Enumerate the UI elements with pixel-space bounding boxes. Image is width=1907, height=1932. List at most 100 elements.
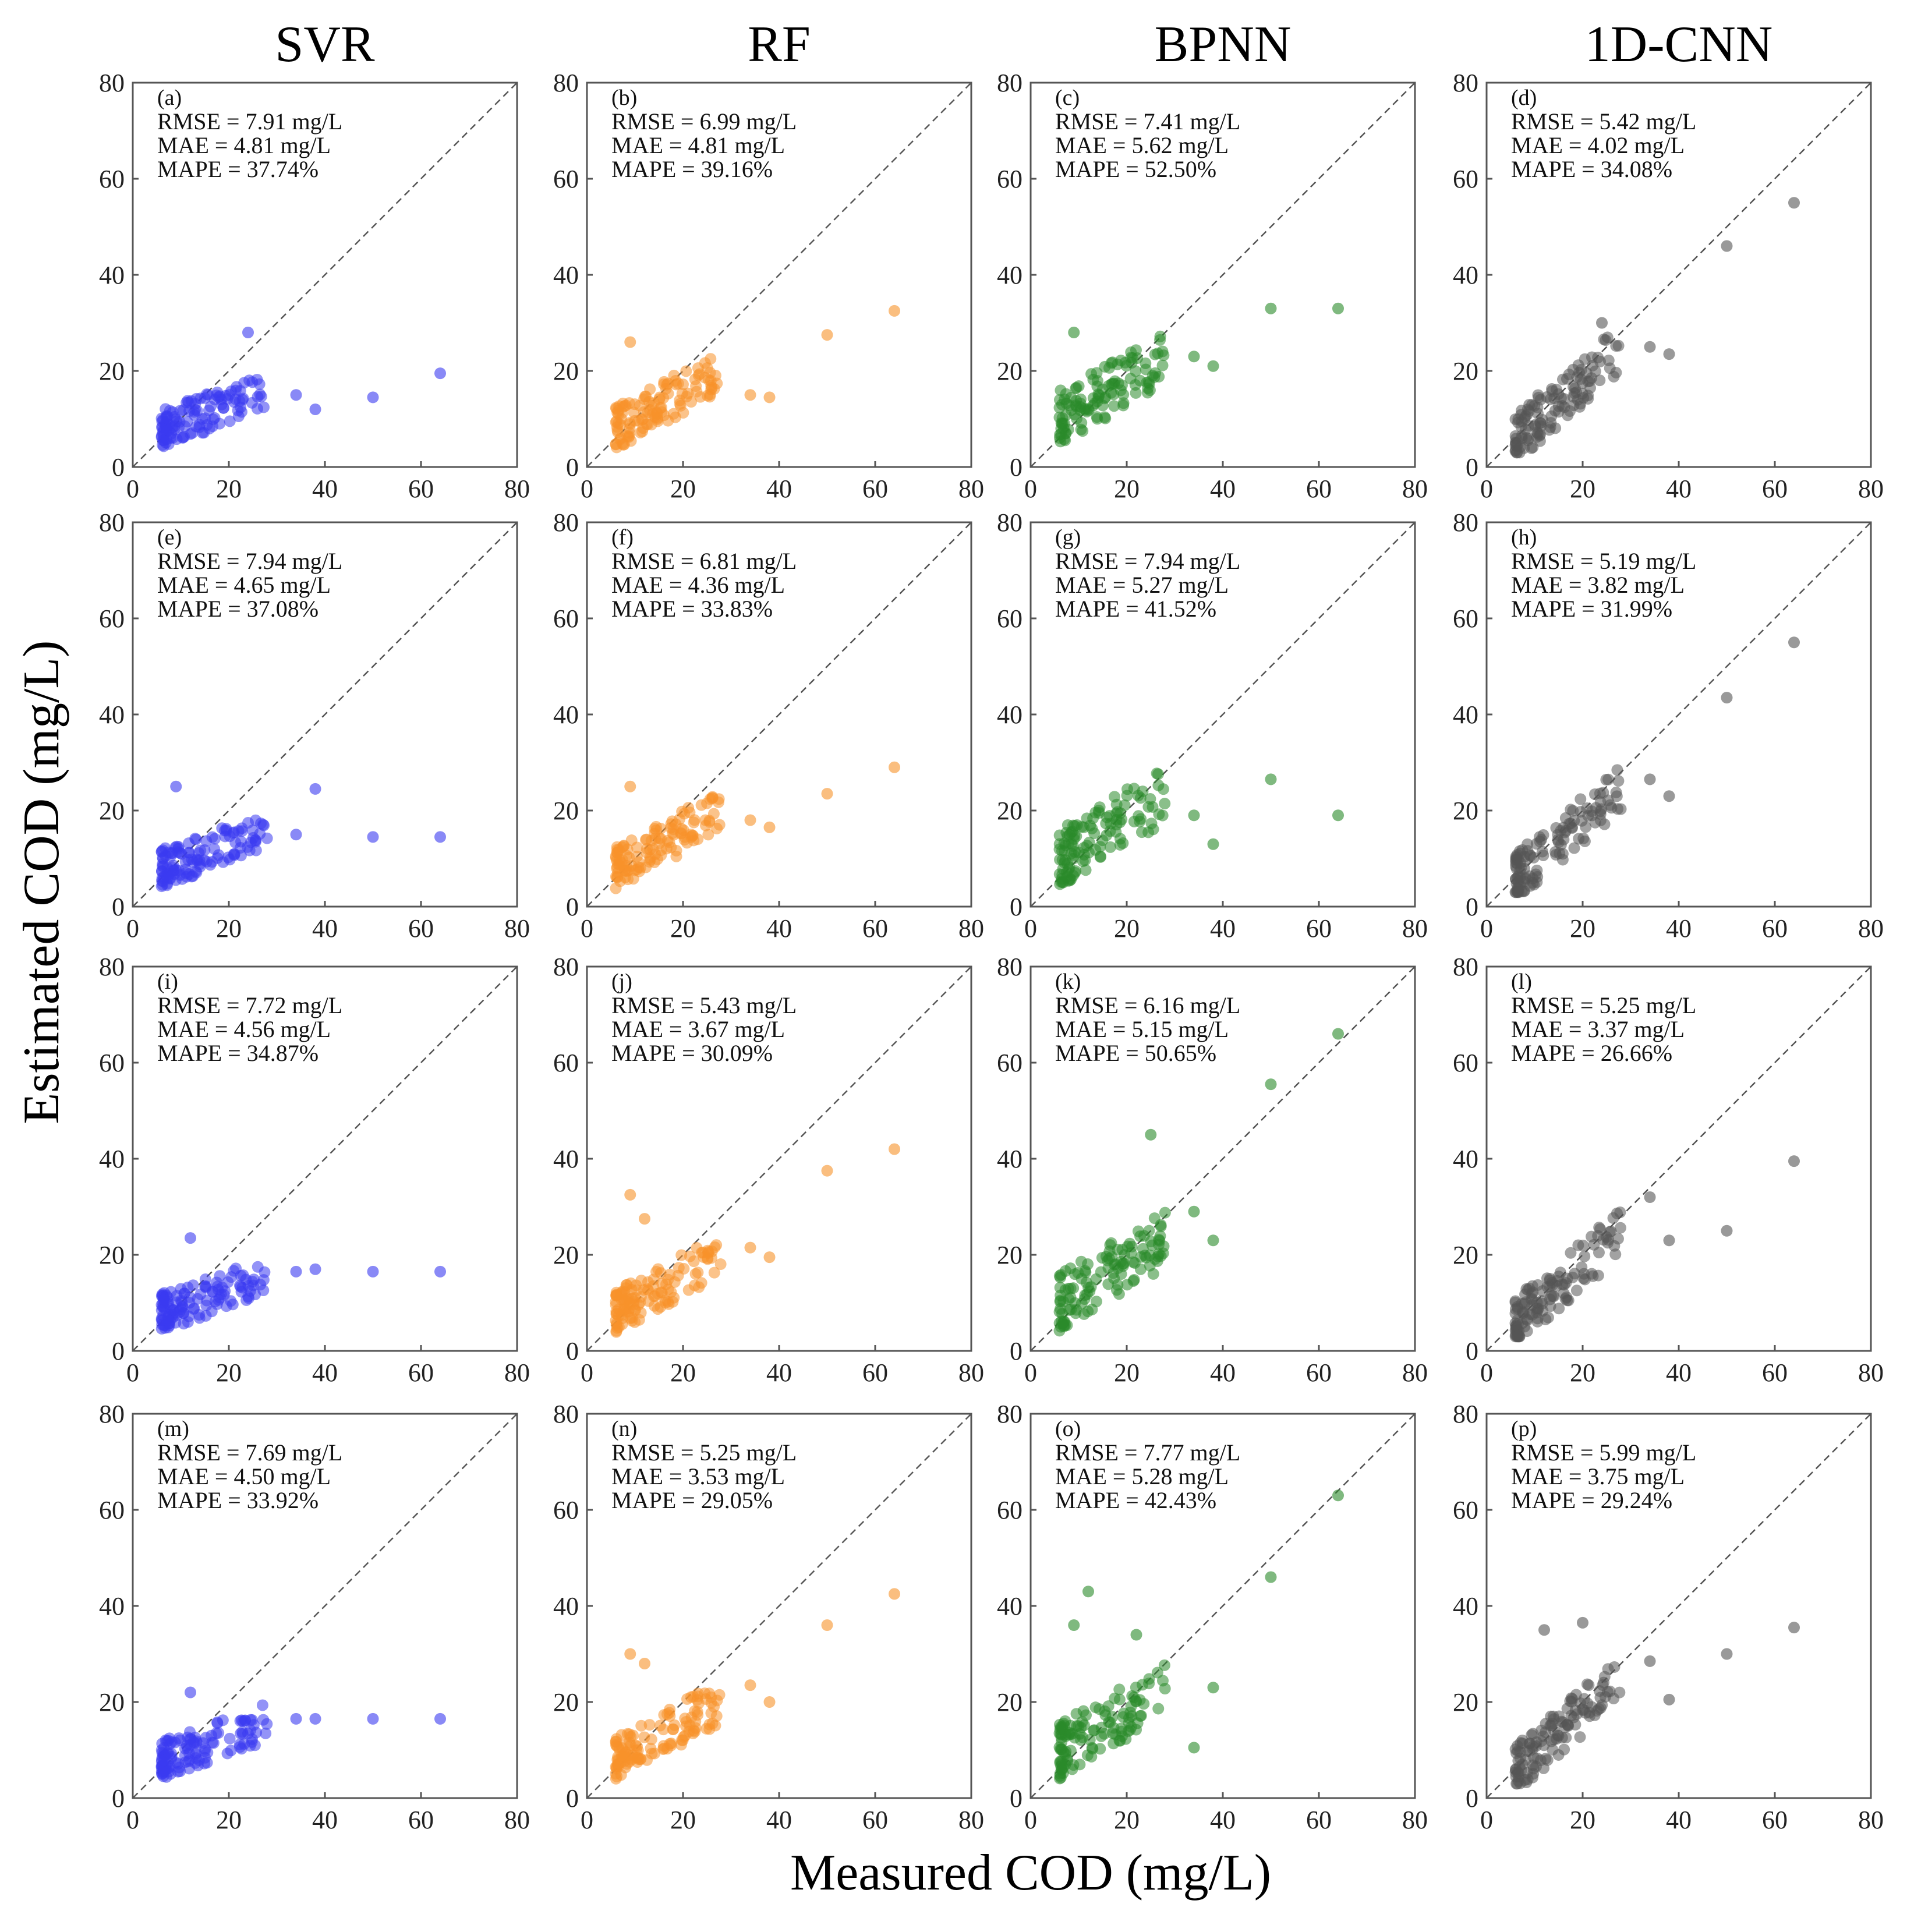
y-tick-label: 80 [1453,508,1478,537]
data-point-outlier [1145,1128,1157,1141]
metric-rmse: RMSE = 5.19 mg/L [1511,548,1696,574]
data-point-outlier [744,1679,756,1692]
data-point [1090,1296,1102,1308]
data-point-outlier [821,1165,833,1177]
data-point [1513,447,1526,459]
data-point [1070,383,1082,395]
data-point [610,1308,622,1320]
data-point [1147,823,1159,836]
x-tick-label: 0 [581,1358,593,1387]
x-tick-label: 20 [1570,1806,1595,1834]
data-point [1089,1701,1102,1714]
data-point [1079,1289,1091,1301]
x-tick-label: 0 [126,914,139,943]
data-point [1116,1730,1128,1742]
data-point [1069,820,1081,832]
x-tick-label: 40 [312,1806,338,1834]
data-point [1600,774,1612,786]
data-point-outlier [1207,360,1219,372]
x-tick-label: 40 [1666,475,1692,503]
x-tick-label: 20 [670,1358,696,1387]
scatter-points [1509,636,1800,898]
y-tick-label: 40 [1453,1145,1478,1173]
data-point-outlier [624,1188,636,1201]
reference-line [586,966,972,1351]
y-tick-label: 40 [1453,700,1478,729]
data-point-outlier [624,336,636,348]
data-point [1598,818,1611,830]
y-tick-label: 20 [1453,797,1478,825]
data-point [1545,417,1557,429]
data-point [1104,841,1116,853]
reference-line [586,1413,972,1799]
x-tick-label: 60 [1306,914,1332,943]
data-point-outlier [290,1265,302,1278]
data-point [228,826,240,838]
y-tick-label: 40 [553,1145,579,1173]
reference-line [132,966,518,1351]
y-tick-label: 60 [997,1496,1023,1524]
data-point [1581,802,1593,814]
x-tick-label: 60 [408,914,434,943]
y-tick-label: 40 [99,1592,125,1620]
x-tick-label: 60 [862,914,888,943]
data-point-outlier [367,1712,379,1725]
metric-mape: MAPE = 33.92% [157,1487,319,1513]
data-point [663,836,675,848]
data-point [1584,375,1596,387]
metric-mape: MAPE = 50.65% [1055,1040,1216,1066]
data-point [1082,1258,1094,1271]
data-point [698,1251,710,1264]
reference-line [586,522,972,907]
x-tick-label: 40 [1666,1358,1692,1387]
data-point [1080,864,1092,876]
data-point [201,1757,213,1769]
data-point [1614,1222,1626,1234]
metric-rmse: RMSE = 5.25 mg/L [1511,992,1696,1018]
data-point [242,1280,254,1292]
data-point [702,829,714,841]
data-point [1537,849,1549,861]
data-point-outlier [639,1213,650,1225]
data-point-outlier [821,1619,833,1631]
data-point [1601,1686,1614,1698]
data-point [675,827,687,839]
data-point [242,841,254,853]
data-point [631,841,643,854]
data-point [1124,373,1137,385]
data-point [1142,801,1155,813]
y-tick-label: 0 [1010,1784,1023,1813]
data-point [1068,849,1080,861]
data-point-outlier [1788,197,1800,209]
data-point-outlier [1265,1571,1277,1583]
panel-i: 00 20 20 40 40 60 60 80 80 (i)RMSE = 7.72 mg/LMAE… [99,953,530,1387]
data-point [1126,357,1138,369]
y-tick-label: 0 [1010,453,1023,482]
data-point-outlier [1082,1586,1094,1598]
metric-mae: MAE = 4.36 mg/L [611,572,785,598]
data-point [1085,1281,1097,1293]
data-point-outlier [309,1712,321,1725]
y-tick-label: 20 [553,357,579,385]
data-point [1593,1247,1605,1259]
data-point [645,419,657,431]
data-point [639,834,652,846]
metric-mae: MAE = 3.75 mg/L [1511,1463,1685,1489]
panel-c: 00 20 20 40 40 60 60 80 80 (c)RMSE = 7.41 mg/LMAE… [997,69,1428,503]
x-tick-label: 80 [958,1358,984,1387]
x-tick-label: 80 [1402,1806,1428,1834]
data-point [1598,333,1610,345]
data-point [709,1719,721,1732]
data-point [1552,400,1565,412]
panel-label: (l) [1511,969,1532,994]
metric-mae: MAE = 4.81 mg/L [157,132,331,158]
y-tick-label: 40 [99,1145,125,1173]
metric-rmse: RMSE = 6.99 mg/L [611,108,797,135]
data-point [1602,1237,1614,1249]
y-tick-label: 40 [997,261,1023,289]
data-point [1581,1678,1593,1690]
data-point [1087,392,1099,404]
data-point [217,402,229,414]
data-point [1098,1728,1110,1740]
data-point [1116,1244,1128,1256]
